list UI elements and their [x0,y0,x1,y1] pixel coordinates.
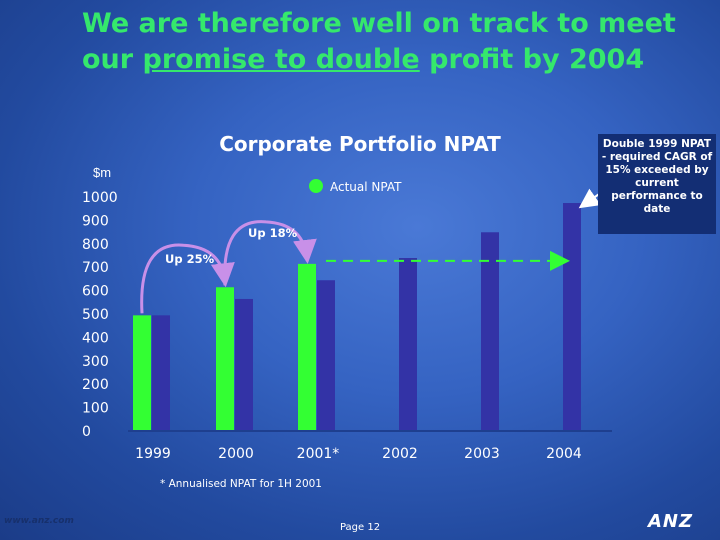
x-tick-label: 2003 [464,446,500,462]
y-tick-label: 400 [82,330,109,346]
y-tick-label: 600 [82,284,109,300]
y-tick-label: 200 [82,377,109,393]
growth-arrow [223,220,317,286]
headline-line-2-start: our [82,44,143,75]
legend-marker-actual-npat [309,179,323,193]
headline-line-1: We are therefore well on track to meet [82,8,676,39]
growth-annotation-label: Up 25% [165,252,215,266]
growth-annotation-label: Up 18% [248,226,298,240]
page-number: Page 12 [339,522,381,533]
bar-required-npat [152,315,170,430]
x-tick-label: 2004 [546,446,582,462]
callout-box: Double 1999 NPAT - required CAGR of 15% … [598,134,716,234]
x-tick-label: 1999 [135,446,171,462]
y-tick-label: 800 [82,237,109,253]
anz-logo: ANZ [648,511,694,532]
x-tick-label: 2000 [218,446,254,462]
growth-arrow [140,243,235,314]
bar-required-npat [481,232,499,430]
headline-underlined-phrase: promise to double [142,44,420,75]
website-url[interactable]: www.anz.com [4,516,74,526]
y-tick-label: 1000 [82,190,118,206]
bar-actual-npat [298,263,316,430]
chart-title: Corporate Portfolio NPAT [219,132,501,156]
y-tick-label: 700 [82,260,109,276]
x-tick-label: 2002 [382,446,418,462]
y-tick-label: 0 [82,424,91,440]
y-tick-label: 300 [82,354,109,370]
y-tick-label: 900 [82,213,109,229]
bar-actual-npat [216,287,234,430]
bar-required-npat [317,280,335,430]
y-tick-label: 500 [82,307,109,323]
y-tick-label: 100 [82,401,109,417]
bar-required-npat [399,258,417,430]
headline: We are therefore well on track to meet o… [82,6,712,78]
bar-actual-npat [133,315,151,430]
bar-required-npat [563,203,581,430]
footnote: * Annualised NPAT for 1H 2001 [160,478,322,490]
bar-required-npat [235,298,253,430]
y-axis-unit-label: $m [93,165,112,180]
x-tick-label: 2001* [297,446,340,462]
legend-label-actual-npat: Actual NPAT [330,180,402,194]
headline-line-2-end: profit by 2004 [419,44,645,75]
